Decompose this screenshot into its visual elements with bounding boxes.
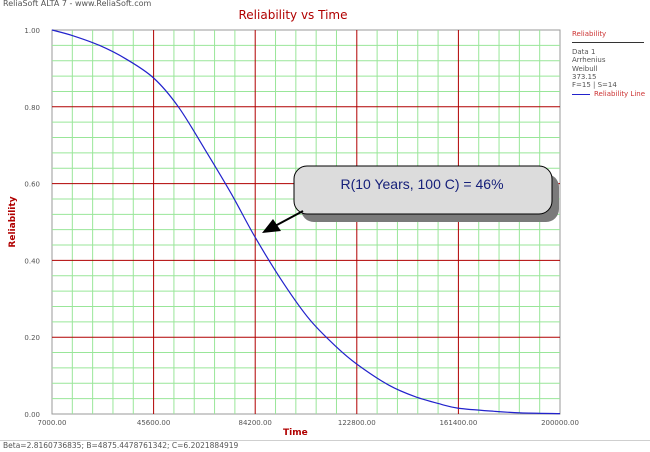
legend-divider xyxy=(572,42,644,43)
legend-line: Data 1 xyxy=(572,48,596,56)
x-tick-label: 122800.00 xyxy=(338,419,376,427)
y-tick-label: 0.60 xyxy=(24,181,40,189)
legend-series: Reliability Line xyxy=(572,90,646,99)
footer-params: Beta=2.8160736835; B=4875.4478761342; C=… xyxy=(3,441,239,450)
legend-line: Weibull xyxy=(572,64,598,73)
y-tick-label: 0.20 xyxy=(24,334,40,342)
x-tick-label: 45600.00 xyxy=(137,419,170,427)
callout-text: R(10 Years, 100 C) = 46% xyxy=(340,176,504,192)
legend-line: Arrhenius xyxy=(572,56,606,65)
y-tick-label: 0.00 xyxy=(24,411,40,419)
legend-series-label: Reliability Line xyxy=(594,90,646,99)
callout-box xyxy=(293,165,553,215)
footer-divider xyxy=(0,440,650,441)
x-tick-label: 84200.00 xyxy=(238,419,271,427)
legend-line: 373.15 xyxy=(572,72,597,81)
callout-arrowhead xyxy=(262,219,281,233)
legend: Reliability Data 1 Arrhenius Weibull 373… xyxy=(572,30,646,99)
reliability-curve xyxy=(51,29,561,415)
legend-swatch xyxy=(572,94,590,96)
legend-title: Reliability xyxy=(572,30,607,38)
app-credit: ReliaSoft ALTA 7 - www.ReliaSoft.com xyxy=(3,0,152,8)
chart-title: Reliability vs Time xyxy=(238,8,348,22)
x-tick-label: 200000.00 xyxy=(541,419,579,427)
legend-line: F=15 | S=14 xyxy=(572,81,617,90)
x-axis-label: Time xyxy=(283,428,308,438)
y-tick-label: 1.00 xyxy=(24,27,40,35)
x-tick-label: 7000.00 xyxy=(38,419,67,427)
x-tick-label: 161400.00 xyxy=(439,419,477,427)
y-tick-label: 0.40 xyxy=(24,257,40,265)
callout-pointer xyxy=(274,210,304,227)
y-axis-label: Reliability xyxy=(8,196,18,248)
callout xyxy=(262,165,559,233)
y-tick-label: 0.80 xyxy=(24,104,40,112)
